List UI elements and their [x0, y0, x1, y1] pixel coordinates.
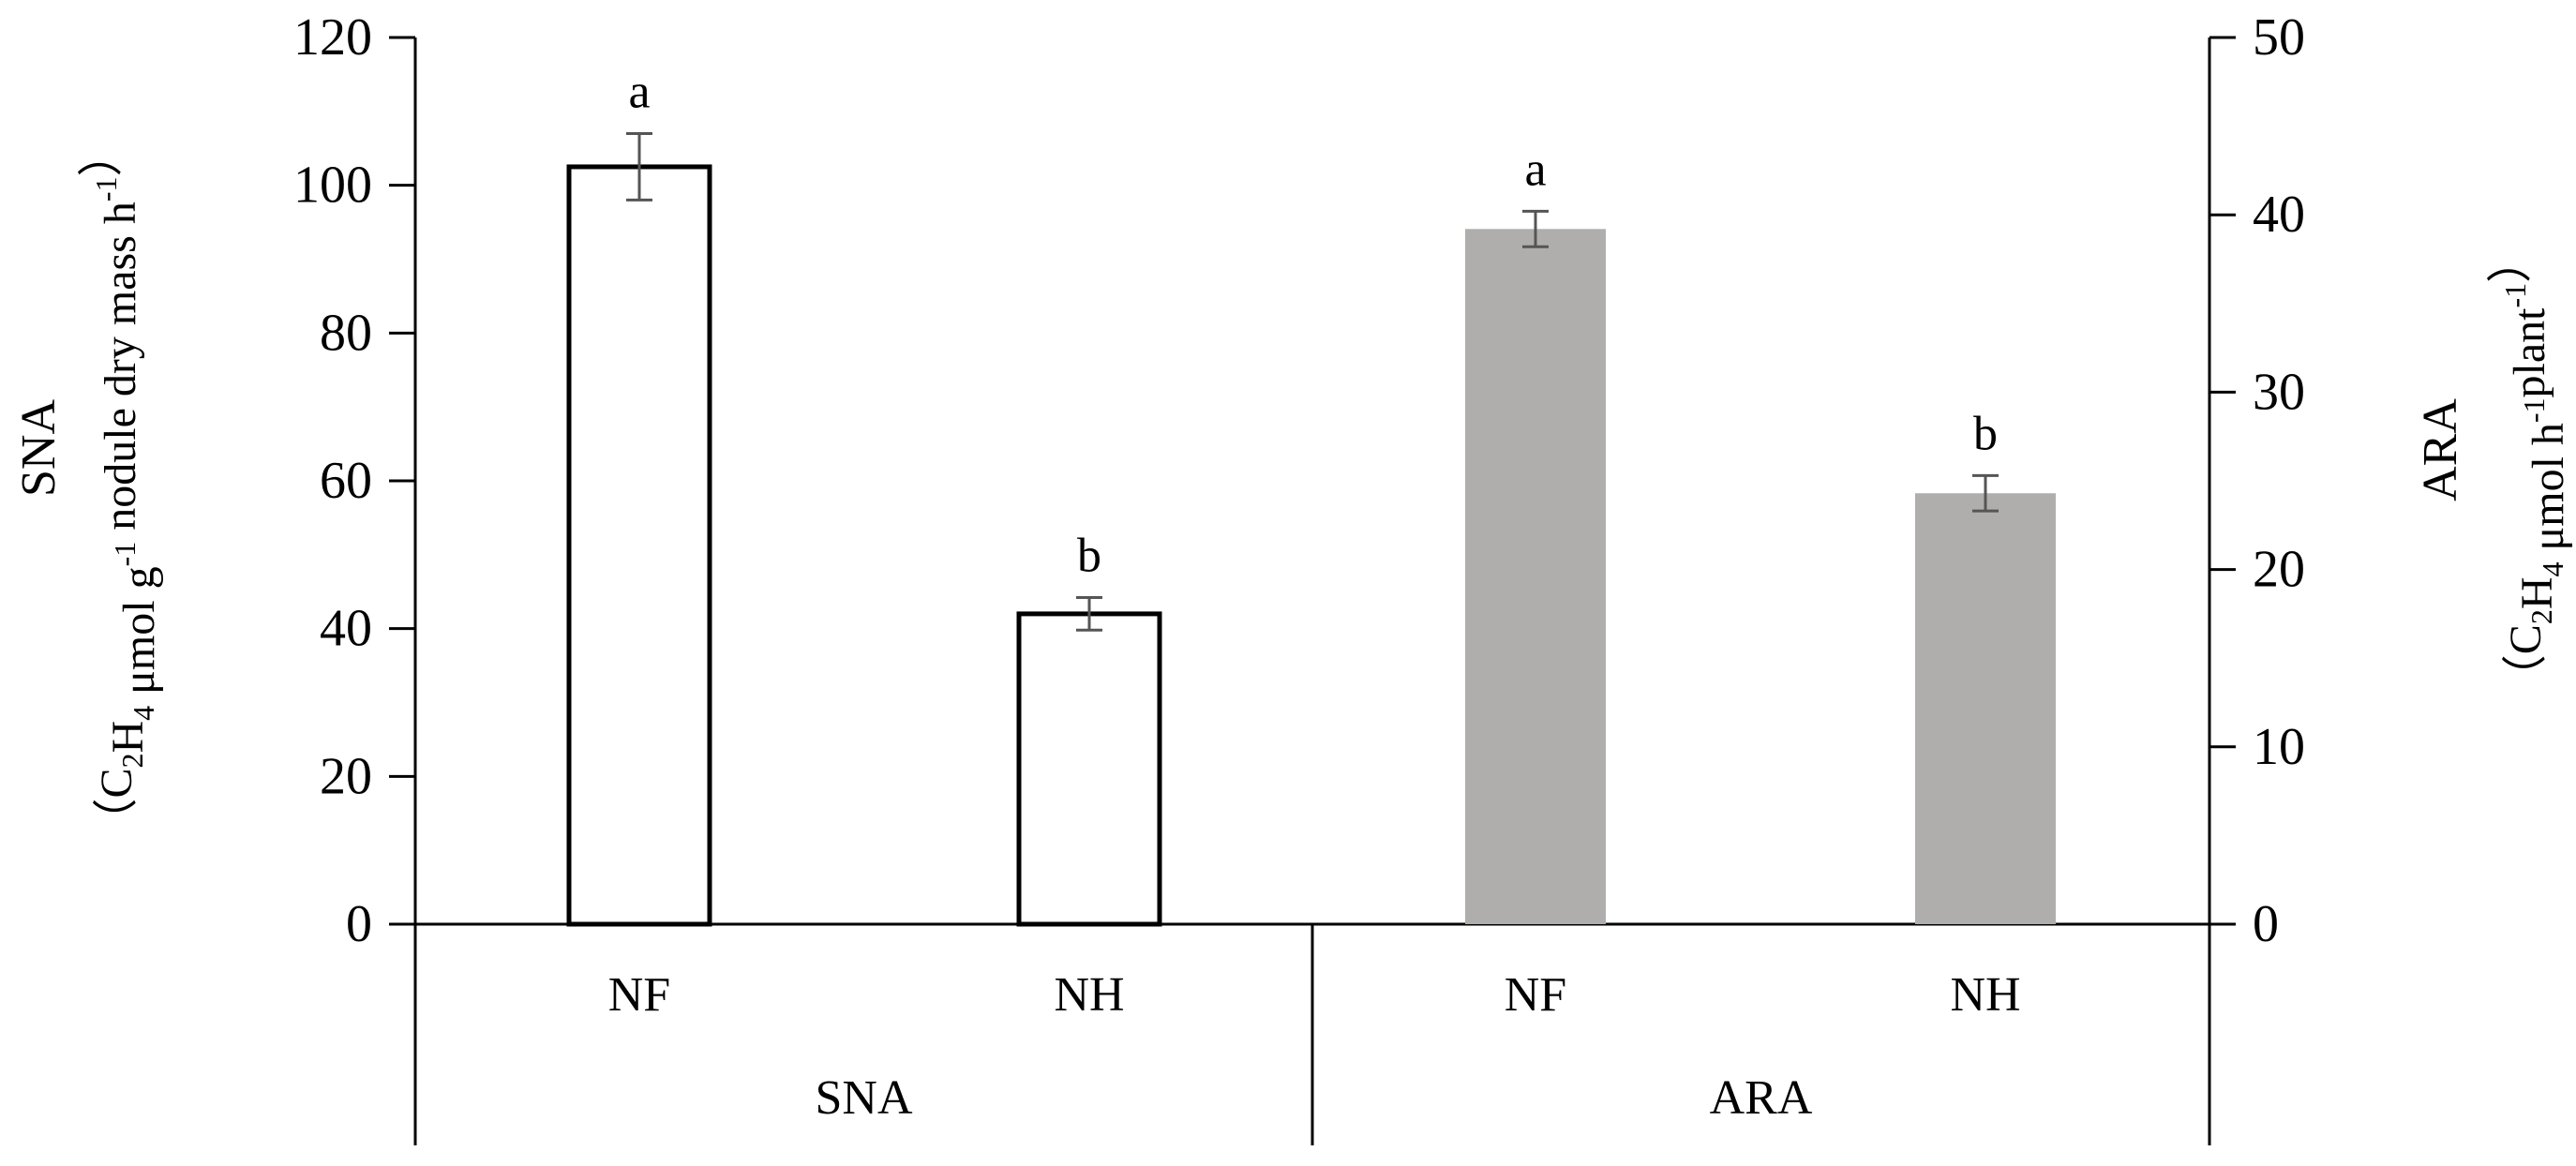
- unit-part: μmol g: [114, 566, 164, 705]
- category-label: NH: [1054, 968, 1124, 1022]
- right-axis-title: ARA: [2414, 398, 2467, 501]
- right-tick-label: 10: [2253, 718, 2305, 776]
- unit-part: ）: [77, 131, 127, 176]
- category-label: NF: [1505, 968, 1566, 1022]
- left-axis-title-group: SNA: [12, 399, 66, 497]
- bars-layer: [566, 131, 2056, 927]
- left-tick-label: 20: [320, 747, 372, 805]
- unit-part: H: [103, 721, 153, 754]
- bar-sna-nh: [1016, 611, 1162, 927]
- category-label: NH: [1950, 968, 2020, 1022]
- left-tick-label: 120: [293, 8, 372, 67]
- right-tick-label: 50: [2253, 8, 2305, 67]
- significance-letter: a: [1524, 142, 1546, 196]
- right-tick-label: 40: [2253, 186, 2305, 244]
- left-axis-title: SNA: [12, 399, 66, 497]
- bar-sna-nf: [566, 164, 712, 927]
- left-tick-label: 100: [293, 157, 372, 215]
- right-axis-title-group: ARA: [2414, 398, 2467, 501]
- right-tick-label: 0: [2253, 895, 2279, 953]
- unit-part: nodule dry mass h: [96, 202, 145, 542]
- unit-part: plant: [2505, 307, 2554, 398]
- unit-part: μmol h: [2524, 423, 2573, 561]
- group-label: SNA: [815, 1071, 912, 1125]
- unit-part: （C: [92, 769, 142, 844]
- category-label: NF: [608, 968, 670, 1022]
- unit-part: -1: [108, 542, 142, 567]
- unit-part: -1: [2498, 283, 2532, 308]
- significance-letter: a: [628, 65, 650, 118]
- left-tick-label: 60: [320, 452, 372, 510]
- unit-part: 2: [115, 754, 149, 769]
- unit-part: 4: [127, 706, 160, 721]
- right-axis-unit: （C2H4 μmol h-1plant-1）: [2486, 238, 2573, 699]
- left-tick-label: 0: [346, 895, 372, 953]
- unit-part: ）: [2486, 238, 2536, 283]
- significance-letter: b: [1077, 530, 1101, 583]
- right-axis-unit-group: （C2H4 μmol h-1plant-1）: [2486, 238, 2573, 699]
- right-tick-label: 20: [2253, 541, 2305, 599]
- left-tick-label: 80: [320, 304, 372, 362]
- right-tick-label: 30: [2253, 363, 2305, 421]
- left-axis-unit-group: （C2H4 μmol g-1 nodule dry mass h-1）: [77, 131, 164, 843]
- group-label: ARA: [1710, 1071, 1813, 1125]
- labels-layer: 0 20 40 60 80 100 120 0 10 20 30 40 50 a NF b NH a NF b NH SN…: [293, 8, 2305, 1125]
- unit-part: （C: [2501, 624, 2551, 699]
- unit-part: -1: [2517, 397, 2551, 423]
- significance-letter: b: [1973, 407, 1998, 460]
- unit-part: 4: [2536, 562, 2569, 577]
- bar-ara-nh: [1915, 493, 2056, 924]
- unit-part: H: [2512, 577, 2562, 610]
- axes: [389, 36, 2236, 1145]
- bar-ara-nf: [1465, 229, 1606, 924]
- left-tick-label: 40: [320, 600, 372, 658]
- unit-part: 2: [2524, 609, 2558, 624]
- left-axis-unit: （C2H4 μmol g-1 nodule dry mass h-1）: [77, 131, 164, 843]
- unit-part: -1: [89, 176, 123, 202]
